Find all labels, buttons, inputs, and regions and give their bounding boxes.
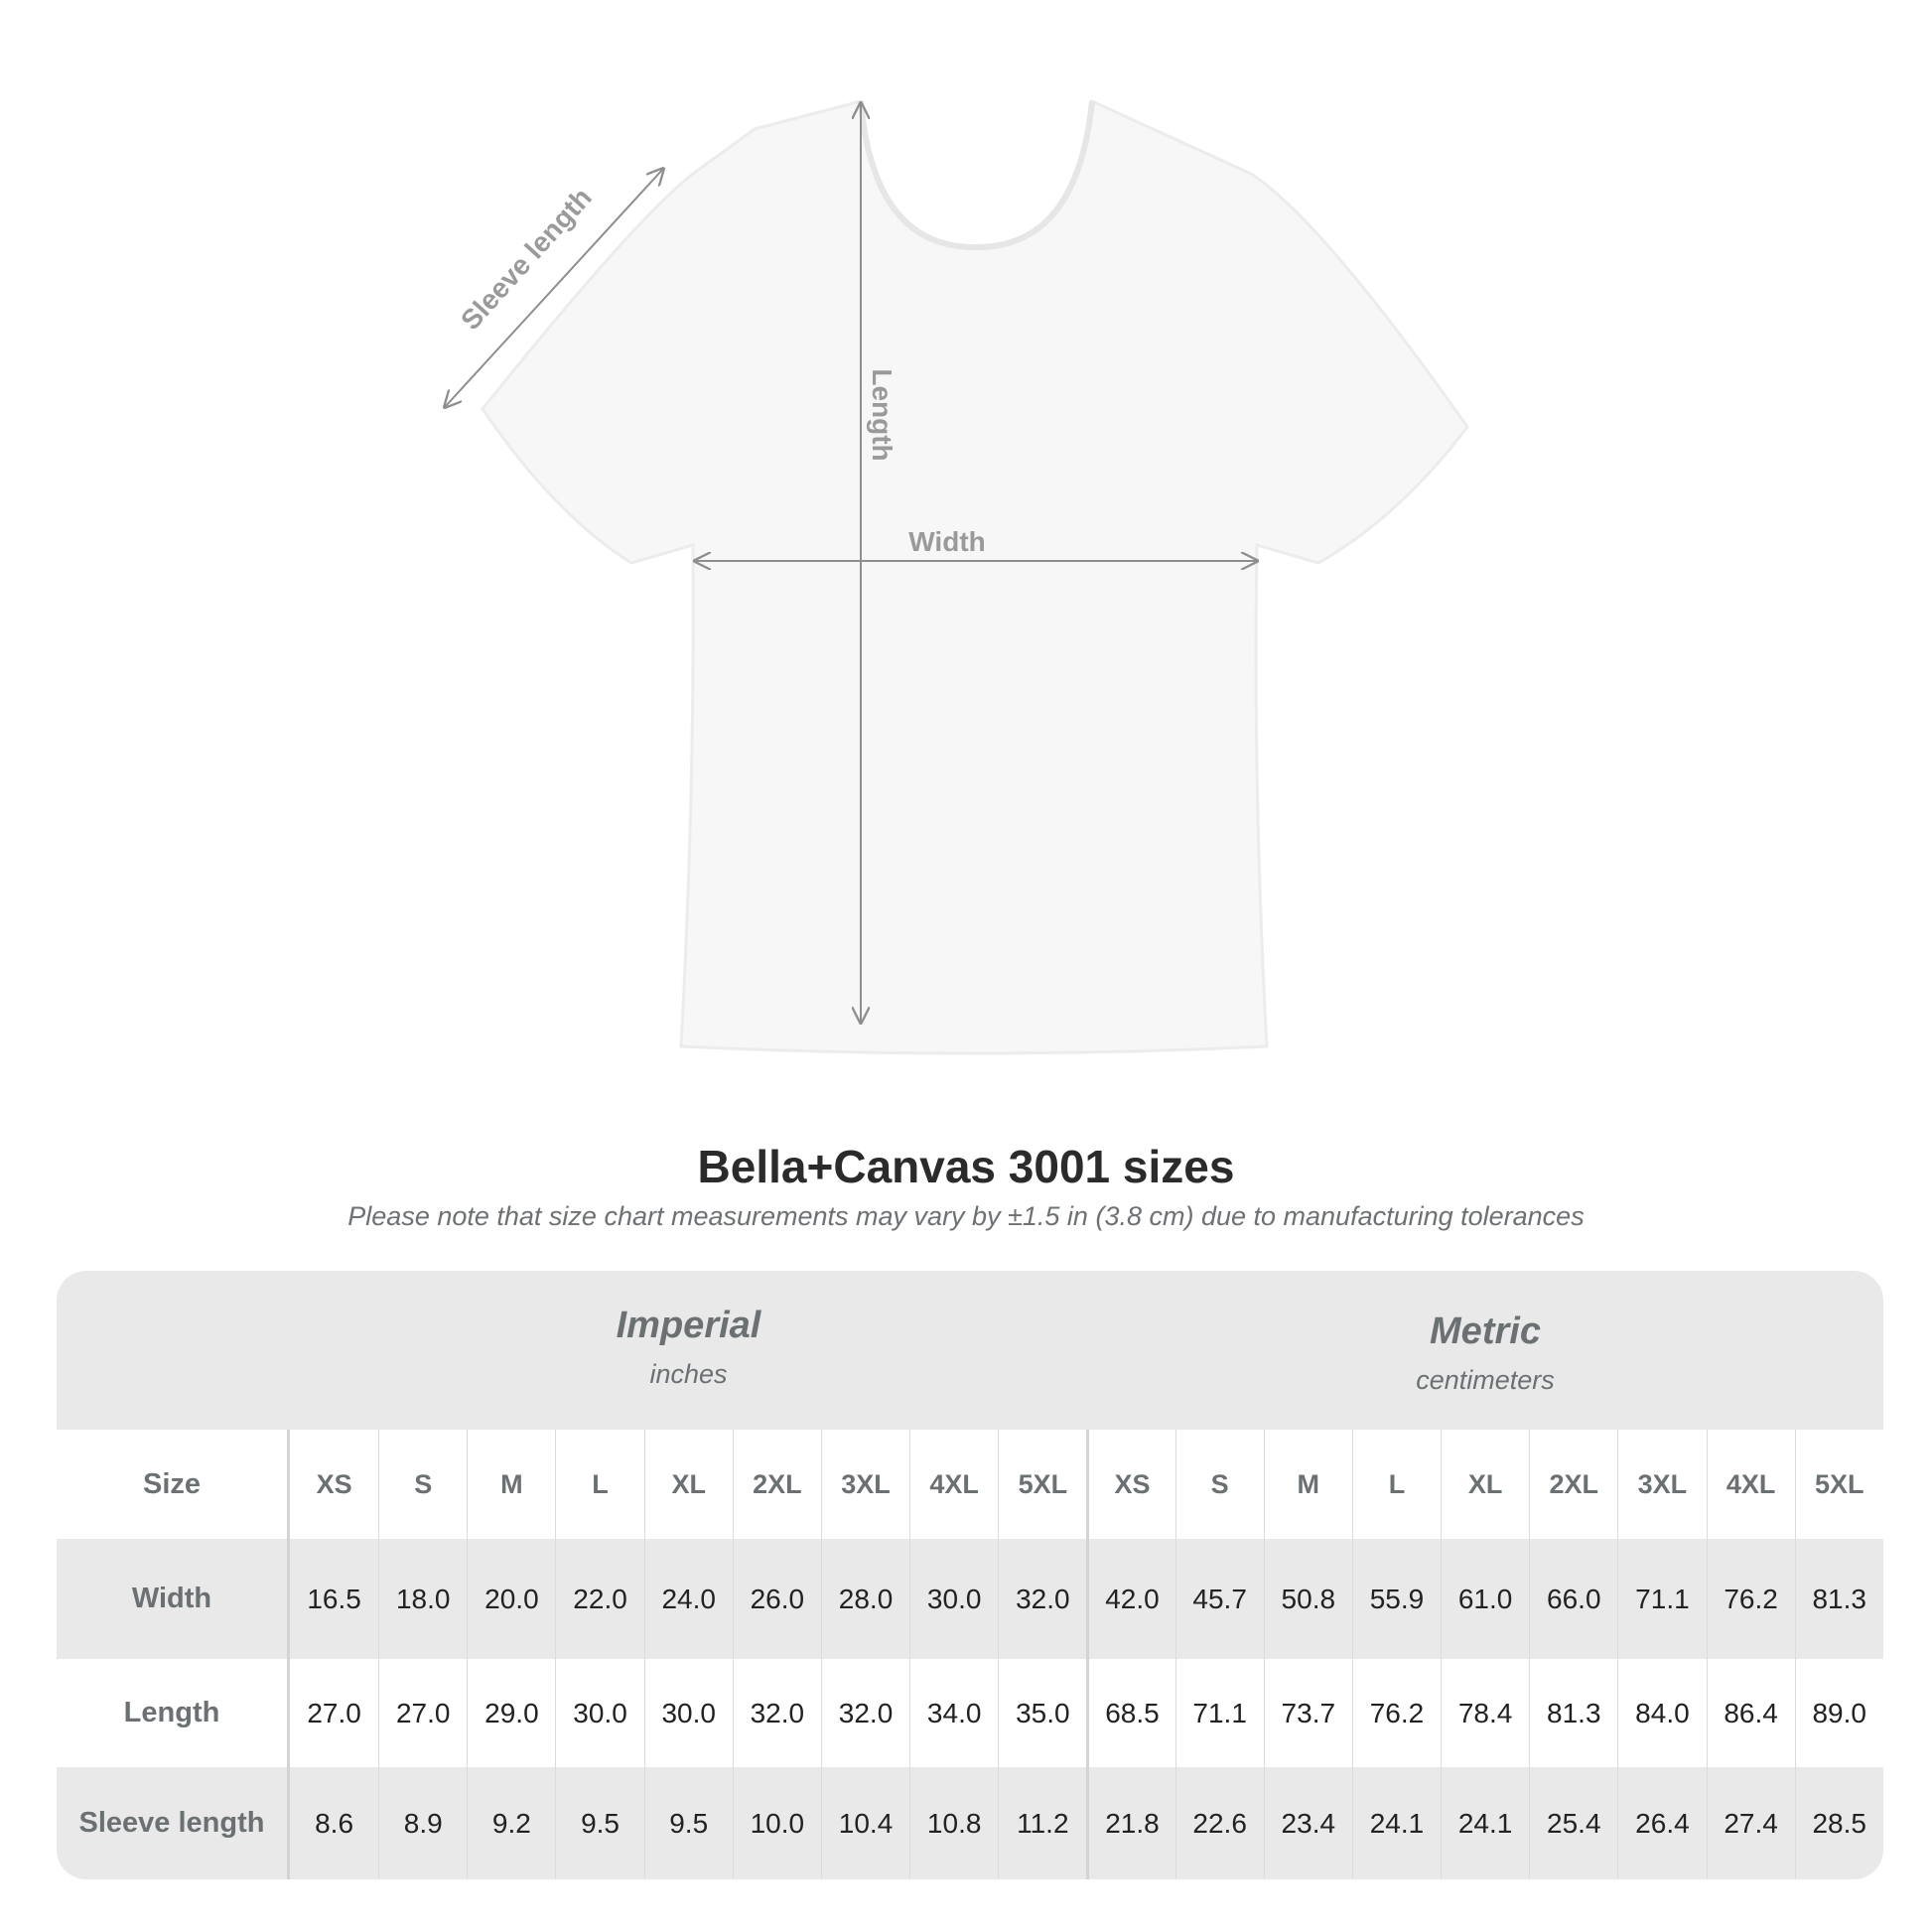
value-cell: 34.0 — [909, 1659, 998, 1767]
value-cell: 11.2 — [998, 1767, 1086, 1879]
tolerance-note: Please note that size chart measurements… — [347, 1201, 1585, 1231]
table-row: Length 27.0 27.0 29.0 30.0 30.0 32.0 32.0 34.0 35… — [57, 1659, 1883, 1767]
value-cell: 89.0 — [1794, 1659, 1883, 1767]
size-header-cell: L — [1351, 1430, 1441, 1539]
value-cell: 71.1 — [1174, 1659, 1264, 1767]
value-cell: 27.0 — [307, 1697, 361, 1728]
value-cell: 26.4 — [1617, 1767, 1706, 1879]
size-header-cell: 3XL — [820, 1430, 909, 1539]
value-cell: 28.5 — [1794, 1767, 1883, 1879]
size-header-cell: 4XL — [1706, 1430, 1795, 1539]
imperial-unit: inches — [649, 1359, 728, 1389]
value-cell: 76.2 — [1351, 1659, 1441, 1767]
sleeve-arrow — [445, 169, 663, 407]
tshirt-measurement-diagram: Length Width Sleeve length — [0, 98, 1469, 1055]
value-cell: 78.4 — [1441, 1659, 1529, 1767]
value-cell: 30.0 — [909, 1539, 998, 1659]
size-header-cell: 2XL — [1529, 1430, 1617, 1539]
size-header-cell: 4XL — [909, 1430, 998, 1539]
value-cell: 10.4 — [820, 1767, 909, 1879]
value-cell: 9.5 — [643, 1767, 733, 1879]
imperial-group: Imperial inches — [290, 1305, 1087, 1390]
value-cell: 26.0 — [732, 1539, 821, 1659]
size-header-cell: XS — [316, 1468, 352, 1499]
value-cell: 9.2 — [467, 1767, 555, 1879]
size-header-cell: XL — [643, 1430, 733, 1539]
value-cell: 27.0 — [378, 1659, 467, 1767]
size-header-cell: 5XL — [998, 1430, 1086, 1539]
value-cell: 32.0 — [998, 1539, 1086, 1659]
imperial-title: Imperial — [616, 1305, 761, 1346]
size-header-cell: M — [467, 1430, 555, 1539]
value-cell: 28.0 — [820, 1539, 909, 1659]
metric-title: Metric — [1430, 1311, 1541, 1352]
size-header-cell: S — [1174, 1430, 1264, 1539]
table-row: Sleeve length 8.6 8.9 9.2 9.5 9.5 10.0 10.4 10.8… — [57, 1767, 1883, 1879]
width-label: Width — [908, 526, 986, 557]
size-header-cell: XL — [1441, 1430, 1529, 1539]
value-cell: 81.3 — [1529, 1659, 1617, 1767]
value-cell: 86.4 — [1706, 1659, 1795, 1767]
value-cell: 8.6 — [315, 1807, 354, 1839]
size-header-cell: S — [378, 1430, 467, 1539]
value-cell: 10.0 — [732, 1767, 821, 1879]
value-cell: 55.9 — [1351, 1539, 1441, 1659]
value-cell: 8.9 — [378, 1767, 467, 1879]
value-cell: 73.7 — [1263, 1659, 1352, 1767]
value-cell: 32.0 — [732, 1659, 821, 1767]
value-cell: 22.0 — [555, 1539, 643, 1659]
value-cell: 81.3 — [1794, 1539, 1883, 1659]
value-cell: 32.0 — [820, 1659, 909, 1767]
table-row: Width 16.5 18.0 20.0 22.0 24.0 26.0 28.0 30.0 32.… — [57, 1539, 1883, 1659]
tshirt-illustration — [481, 98, 1469, 1055]
value-cell: 30.0 — [643, 1659, 733, 1767]
length-label: Length — [867, 368, 897, 461]
size-header-cell: 5XL — [1794, 1430, 1883, 1539]
value-cell: 18.0 — [378, 1539, 467, 1659]
value-cell: 66.0 — [1529, 1539, 1617, 1659]
value-cell: 24.0 — [643, 1539, 733, 1659]
row-label: Width — [57, 1539, 290, 1659]
size-header-cell: XS — [1086, 1430, 1174, 1539]
value-cell: 16.5 — [307, 1583, 361, 1614]
value-cell: 23.4 — [1263, 1767, 1352, 1879]
value-cell: 24.1 — [1351, 1767, 1441, 1879]
size-header-cell: 3XL — [1617, 1430, 1706, 1539]
value-cell: 35.0 — [998, 1659, 1086, 1767]
row-label: Length — [57, 1659, 290, 1767]
size-header-row: Size XS S M L XL 2XL 3XL 4XL 5XL XS S M L XL 2XL 3XL 4XL 5… — [57, 1430, 1883, 1539]
value-cell: 45.7 — [1174, 1539, 1264, 1659]
page-title: Bella+Canvas 3001 sizes — [697, 1141, 1235, 1192]
value-cell: 9.5 — [555, 1767, 643, 1879]
size-header-cell: M — [1263, 1430, 1352, 1539]
value-cell: 25.4 — [1529, 1767, 1617, 1879]
value-cell: 24.1 — [1441, 1767, 1529, 1879]
value-cell: 22.6 — [1174, 1767, 1264, 1879]
table-header-band — [57, 1271, 1883, 1430]
value-cell: 68.5 — [1086, 1659, 1174, 1767]
size-header-cell: 2XL — [732, 1430, 821, 1539]
value-cell: 42.0 — [1086, 1539, 1174, 1659]
value-cell: 61.0 — [1441, 1539, 1529, 1659]
value-cell: 76.2 — [1706, 1539, 1795, 1659]
value-cell: 27.4 — [1706, 1767, 1795, 1879]
value-cell: 30.0 — [555, 1659, 643, 1767]
value-cell: 10.8 — [909, 1767, 998, 1879]
value-cell: 20.0 — [467, 1539, 555, 1659]
row-label: Sleeve length — [57, 1767, 290, 1879]
value-cell: 71.1 — [1617, 1539, 1706, 1659]
metric-unit: centimeters — [1416, 1365, 1555, 1395]
value-cell: 29.0 — [467, 1659, 555, 1767]
row-label: Size — [57, 1430, 290, 1539]
size-table: Imperial inches Metric centimeters Size X… — [57, 1271, 1883, 1879]
metric-group: Metric centimeters — [1087, 1311, 1883, 1396]
size-header-cell: L — [555, 1430, 643, 1539]
value-cell: 50.8 — [1263, 1539, 1352, 1659]
value-cell: 21.8 — [1086, 1767, 1174, 1879]
value-cell: 84.0 — [1617, 1659, 1706, 1767]
